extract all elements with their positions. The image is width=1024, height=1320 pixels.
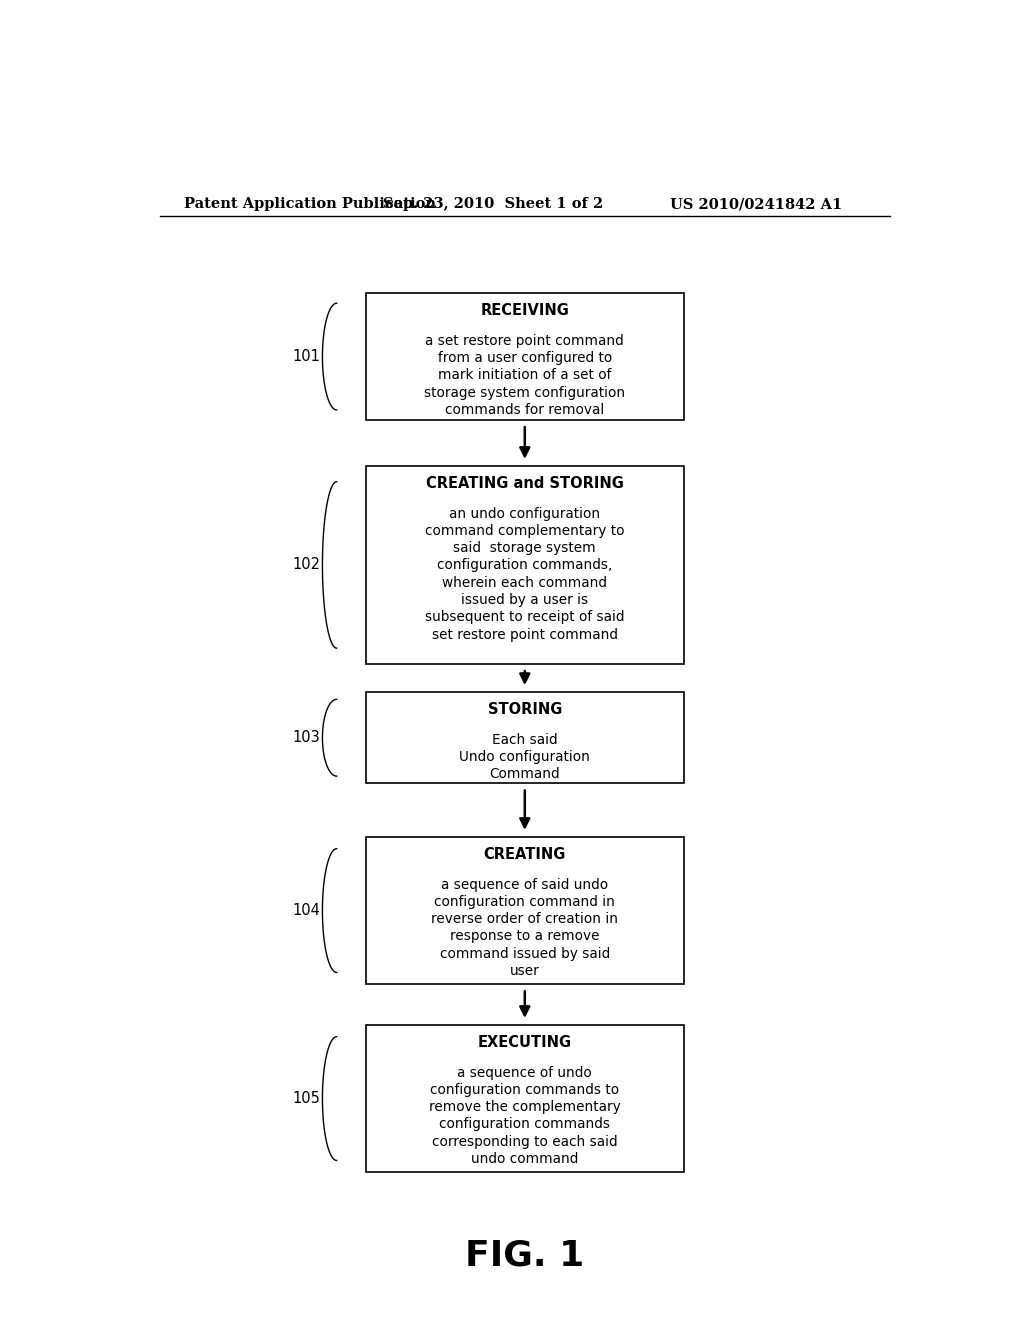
- Text: FIG. 1: FIG. 1: [465, 1238, 585, 1272]
- Text: CREATING: CREATING: [483, 847, 566, 862]
- Text: Sep. 23, 2010  Sheet 1 of 2: Sep. 23, 2010 Sheet 1 of 2: [383, 197, 603, 211]
- Text: EXECUTING: EXECUTING: [478, 1035, 571, 1049]
- Bar: [367, 692, 684, 784]
- Bar: [367, 466, 684, 664]
- Text: a set restore point command
from a user configured to
mark initiation of a set o: a set restore point command from a user …: [424, 334, 626, 417]
- Text: a sequence of said undo
configuration command in
reverse order of creation in
re: a sequence of said undo configuration co…: [431, 878, 618, 978]
- Text: CREATING and STORING: CREATING and STORING: [426, 477, 624, 491]
- Text: a sequence of undo
configuration commands to
remove the complementary
configurat: a sequence of undo configuration command…: [429, 1065, 621, 1166]
- Text: STORING: STORING: [487, 702, 562, 717]
- Text: an undo configuration
command complementary to
said  storage system
configuratio: an undo configuration command complement…: [425, 507, 625, 642]
- Text: 104: 104: [293, 903, 321, 917]
- Bar: [367, 837, 684, 985]
- Bar: [367, 1024, 684, 1172]
- Bar: [367, 293, 684, 420]
- Text: Patent Application Publication: Patent Application Publication: [183, 197, 435, 211]
- Text: 101: 101: [293, 348, 321, 364]
- Text: Each said
Undo configuration
Command: Each said Undo configuration Command: [460, 733, 590, 781]
- Text: 103: 103: [293, 730, 321, 746]
- Text: 102: 102: [293, 557, 321, 573]
- Text: RECEIVING: RECEIVING: [480, 304, 569, 318]
- Text: 105: 105: [293, 1092, 321, 1106]
- Text: US 2010/0241842 A1: US 2010/0241842 A1: [670, 197, 842, 211]
